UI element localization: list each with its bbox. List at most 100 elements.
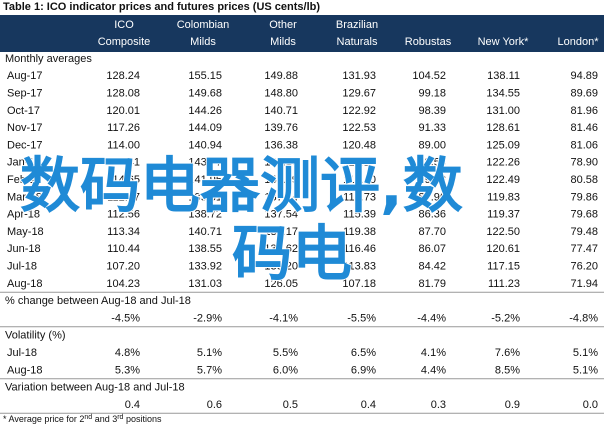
- column-header: Milds: [190, 36, 216, 48]
- watermark: 数码电器测评,数: [20, 152, 463, 222]
- cell: 119.83: [487, 191, 520, 203]
- row-label: Mar-18: [7, 191, 42, 203]
- cell: -4.8%: [569, 312, 598, 324]
- row-label: May-18: [7, 226, 44, 238]
- cell: 5.7%: [197, 364, 222, 376]
- section-label: Variation between Aug-18 and Jul-18: [5, 382, 185, 394]
- cell: -5.2%: [491, 312, 520, 324]
- cell: 122.26: [486, 157, 520, 169]
- row-label: Dec-17: [7, 139, 42, 151]
- column-header: London*: [558, 36, 600, 48]
- cell: 98.39: [418, 105, 446, 117]
- title: Table 1: ICO indicator prices and future…: [3, 1, 320, 13]
- row-label: Aug-18: [7, 364, 42, 376]
- column-header: Other: [269, 19, 297, 31]
- cell: 7.6%: [495, 347, 520, 359]
- section-label: % change between Aug-18 and Jul-18: [5, 295, 191, 307]
- cell: 112.67: [107, 191, 140, 203]
- cell: 117.15: [487, 261, 520, 273]
- cell: 107.20: [106, 261, 140, 273]
- cell: 117.26: [107, 122, 140, 134]
- cell: 120.61: [486, 243, 520, 255]
- cell: 136.38: [264, 139, 298, 151]
- cell: 0.3: [431, 399, 446, 411]
- column-header: Brazilian: [336, 19, 378, 31]
- cell: -4.1%: [269, 312, 298, 324]
- row-label: Aug-18: [7, 278, 42, 290]
- cell: 117.40: [343, 174, 376, 186]
- row-label: Jun-18: [7, 243, 41, 255]
- header-band: [0, 15, 604, 52]
- cell: 89.00: [418, 139, 446, 151]
- cell: 5.1%: [573, 364, 598, 376]
- cell: 0.4: [361, 399, 376, 411]
- cell: 133.92: [188, 261, 222, 273]
- cell: 5.5%: [273, 347, 298, 359]
- cell: 0.4: [125, 399, 140, 411]
- cell: 0.0: [583, 399, 598, 411]
- cell: 87.70: [418, 226, 446, 238]
- cell: 5.3%: [115, 364, 140, 376]
- cell: 140.71: [264, 105, 298, 117]
- cell: 114.00: [107, 139, 140, 151]
- cell: 110.44: [107, 243, 140, 255]
- cell: 138.55: [188, 243, 222, 255]
- cell: 81.46: [570, 122, 598, 134]
- cell: 113.83: [343, 261, 376, 273]
- cell: 81.06: [570, 139, 598, 151]
- cell: 8.5%: [495, 364, 520, 376]
- cell: 87.96: [418, 191, 446, 203]
- cell: 0.6: [207, 399, 222, 411]
- fn: and 3: [92, 414, 117, 424]
- row-label: Oct-17: [7, 105, 40, 117]
- fn: nd: [84, 414, 92, 421]
- cell: 122.53: [342, 122, 376, 134]
- column-header: Naturals: [337, 36, 378, 48]
- cell: 119.17: [343, 157, 376, 169]
- cell: 104.52: [412, 70, 446, 82]
- cell: 122.92: [342, 105, 376, 117]
- cell: -4.4%: [417, 312, 446, 324]
- cell: -5.5%: [347, 312, 376, 324]
- cell: 94.89: [570, 70, 598, 82]
- cell: 141.95: [188, 174, 222, 186]
- cell: 126.05: [264, 278, 298, 290]
- cell: 149.68: [188, 88, 222, 100]
- row-label: Jul-18: [7, 347, 37, 359]
- cell: 4.8%: [115, 347, 140, 359]
- row-label: Feb-18: [7, 174, 42, 186]
- cell: 91.33: [418, 122, 446, 134]
- row-label: Jul-18: [7, 261, 37, 273]
- cell: 138.17: [264, 226, 298, 238]
- cell: 125.09: [486, 139, 520, 151]
- cell: 140.71: [188, 226, 222, 238]
- cell: 128.61: [486, 122, 520, 134]
- cell: 134.55: [486, 88, 520, 100]
- row-label: Jan-18: [7, 157, 41, 169]
- cell: 138.11: [487, 70, 520, 82]
- cell: 128.24: [106, 70, 140, 82]
- cell: 149.88: [264, 70, 298, 82]
- cell: 120.01: [106, 105, 140, 117]
- cell: 0.9: [505, 399, 520, 411]
- section-label: Volatility (%): [5, 330, 66, 342]
- cell: 144.09: [188, 122, 222, 134]
- cell: 77.47: [570, 243, 598, 255]
- column-header: New York*: [478, 36, 529, 48]
- column-header: Milds: [270, 36, 296, 48]
- cell: 115.73: [343, 191, 376, 203]
- column-header: Robustas: [405, 36, 452, 48]
- column-header: ICO: [114, 19, 134, 31]
- cell: 137.54: [264, 209, 298, 221]
- cell: 131.93: [342, 70, 376, 82]
- cell: 80.58: [570, 174, 598, 186]
- cell: 140.69: [264, 174, 298, 186]
- fn: rd: [117, 414, 123, 421]
- cell: 5.1%: [197, 347, 222, 359]
- row-label: Sep-17: [7, 88, 42, 100]
- cell: 76.20: [570, 261, 598, 273]
- cell: 6.5%: [351, 347, 376, 359]
- cell: 139.31: [188, 191, 222, 203]
- cell: 99.18: [418, 88, 446, 100]
- cell: 104.23: [106, 278, 140, 290]
